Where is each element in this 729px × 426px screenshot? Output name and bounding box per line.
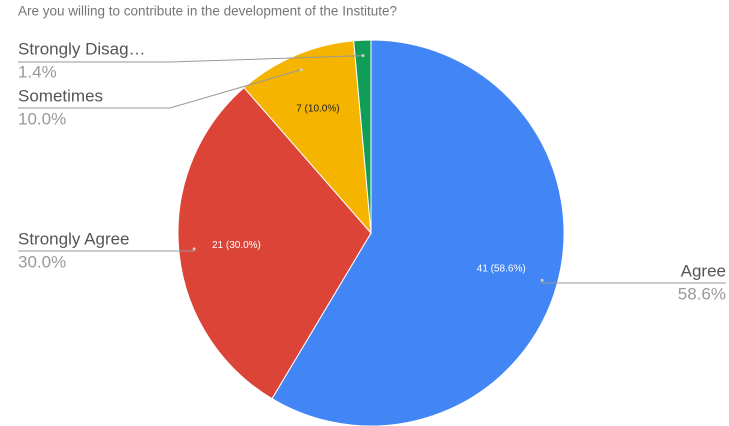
- pie-slice: [243, 40, 372, 235]
- percent-label: 58.6%: [678, 284, 726, 303]
- category-label: Strongly Agree: [18, 229, 130, 248]
- leader-line: [18, 69, 302, 109]
- percent-label: 10.0%: [18, 109, 66, 128]
- leader-line: [18, 248, 195, 252]
- chart-title: Are you willing to contribute in the dev…: [18, 4, 397, 19]
- percent-label: 30.0%: [18, 252, 66, 271]
- category-label: Strongly Disag…: [18, 39, 146, 58]
- leader-dot: [361, 54, 365, 58]
- slice-label: 41 (58.6%): [477, 264, 526, 275]
- leader-dot: [192, 247, 196, 251]
- category-label: Sometimes: [18, 86, 103, 105]
- leader-line: [18, 55, 364, 63]
- category-label: Agree: [681, 261, 726, 280]
- percent-label: 1.4%: [18, 62, 57, 81]
- slice-label: 21 (30.0%): [212, 240, 261, 251]
- leader-line: [541, 280, 726, 284]
- leader-dot: [540, 278, 544, 282]
- pie-slice: [353, 39, 372, 234]
- slice-label: 7 (10.0%): [296, 103, 339, 114]
- pie-slice: [177, 86, 372, 400]
- leader-dot: [299, 68, 303, 72]
